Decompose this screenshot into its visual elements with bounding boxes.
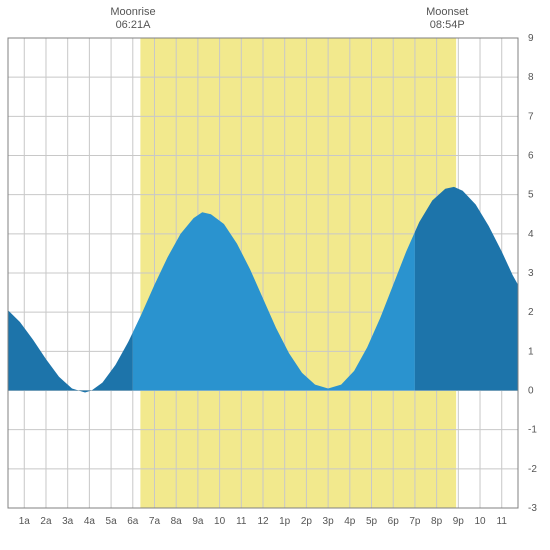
svg-text:0: 0 — [528, 386, 534, 397]
svg-text:9a: 9a — [192, 516, 204, 527]
moonset-time: 08:54P — [426, 19, 468, 32]
svg-text:8a: 8a — [171, 516, 183, 527]
svg-text:2: 2 — [528, 307, 534, 318]
svg-text:1p: 1p — [279, 516, 291, 527]
svg-text:6p: 6p — [388, 516, 400, 527]
svg-text:6a: 6a — [127, 516, 139, 527]
svg-text:8: 8 — [528, 72, 534, 83]
svg-text:10: 10 — [214, 516, 226, 527]
svg-text:9p: 9p — [453, 516, 465, 527]
moonset-title: Moonset — [426, 6, 468, 19]
svg-text:6: 6 — [528, 151, 534, 162]
svg-text:7p: 7p — [409, 516, 421, 527]
svg-text:5p: 5p — [366, 516, 378, 527]
svg-text:2a: 2a — [40, 516, 52, 527]
moonrise-time: 06:21A — [110, 19, 155, 32]
svg-text:11: 11 — [497, 516, 508, 527]
svg-text:1a: 1a — [19, 516, 31, 527]
svg-text:7a: 7a — [149, 516, 161, 527]
svg-text:12: 12 — [257, 516, 269, 527]
svg-text:10: 10 — [474, 516, 486, 527]
annotation-moonrise: Moonrise 06:21A — [110, 6, 155, 32]
svg-text:5a: 5a — [106, 516, 118, 527]
svg-text:4a: 4a — [84, 516, 96, 527]
annotation-moonset: Moonset 08:54P — [426, 6, 468, 32]
svg-text:3p: 3p — [323, 516, 335, 527]
svg-text:-2: -2 — [528, 464, 537, 475]
svg-text:7: 7 — [528, 111, 534, 122]
moonrise-title: Moonrise — [110, 6, 155, 19]
svg-text:1: 1 — [528, 346, 534, 357]
chart-svg: 1a2a3a4a5a6a7a8a9a1011121p2p3p4p5p6p7p8p… — [0, 0, 550, 550]
tide-chart: Moonrise 06:21A Moonset 08:54P 1a 2a 3a 4a 5… — [0, 0, 550, 550]
svg-text:-1: -1 — [528, 425, 537, 436]
svg-text:11: 11 — [236, 516, 247, 527]
svg-text:8p: 8p — [431, 516, 443, 527]
svg-text:3a: 3a — [62, 516, 74, 527]
svg-text:-3: -3 — [528, 503, 537, 514]
svg-text:2p: 2p — [301, 516, 313, 527]
svg-text:4: 4 — [528, 229, 534, 240]
svg-text:9: 9 — [528, 33, 534, 44]
svg-text:3: 3 — [528, 268, 534, 279]
svg-text:4p: 4p — [344, 516, 356, 527]
svg-text:5: 5 — [528, 190, 534, 201]
